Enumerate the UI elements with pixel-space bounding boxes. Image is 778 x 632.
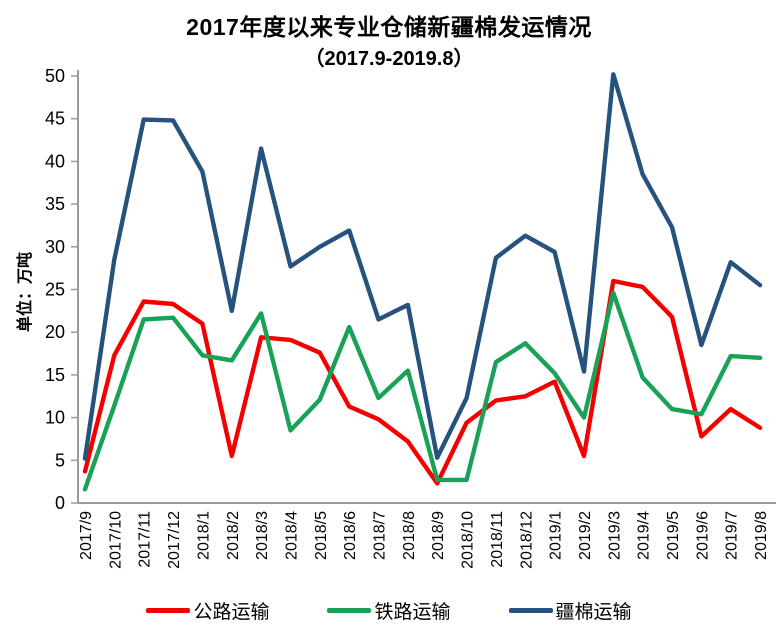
legend-item-xinjiang: 疆棉运输 [508,597,632,624]
x-axis-label: 2019/8 [753,511,770,560]
legend-swatch-road [146,608,191,613]
series-lines [82,72,763,492]
y-axis-ticks: 0 5 10 15 20 25 30 35 40 45 50 [45,66,78,513]
x-axis-labels: 2017/9 2017/10 2017/11 2017/12 2018/1 2018/2 2… [78,511,770,569]
legend-swatch-xinjiang [508,608,553,613]
y-tick-label: 45 [45,109,65,129]
x-axis-label: 2018/11 [489,511,506,568]
x-axis-label: 2018/3 [254,511,271,560]
x-axis-label: 2019/1 [548,511,565,560]
y-tick-label: 20 [45,322,65,342]
y-tick-label: 5 [55,450,65,470]
axis-lines [77,70,776,504]
legend-label-road: 公路运输 [193,602,270,623]
x-axis-label: 2019/2 [577,511,594,560]
x-axis-label: 2018/8 [401,511,418,560]
x-axis-label: 2019/3 [606,511,623,560]
x-axis-label: 2019/7 [724,511,741,560]
legend-label-xinjiang: 疆棉运输 [555,602,632,623]
x-axis-label: 2017/12 [166,511,183,569]
xinjiang-transport-line [82,72,763,461]
y-tick-label: 35 [45,194,65,214]
x-axis-label: 2018/4 [283,511,300,560]
x-axis-label: 2017/9 [78,511,95,560]
x-axis-label: 2017/10 [107,511,124,569]
x-axis-label: 2018/2 [225,511,242,560]
y-tick-label: 40 [45,151,65,171]
x-axis-label: 2018/1 [195,511,212,560]
legend-item-road: 公路运输 [146,597,269,624]
y-tick-label: 15 [45,365,65,385]
y-tick-label: 0 [55,493,65,513]
x-axis-label: 2019/6 [694,511,711,560]
x-axis-label: 2019/5 [665,511,682,560]
y-tick-label: 25 [45,280,65,300]
x-axis-label: 2018/10 [460,511,477,569]
y-tick-label: 10 [45,408,65,428]
legend: 公路运输 铁路运输 疆棉运输 [0,597,778,624]
x-axis-label: 2018/12 [518,511,535,569]
x-axis-label: 2018/7 [372,511,389,560]
legend-swatch-rail [327,608,372,613]
x-axis-label: 2018/6 [342,511,359,560]
chart-title: 2017年度以来专业仓储新疆棉发运情况 [186,14,592,40]
chart-subtitle: （2017.9-2019.8） [304,48,474,70]
y-tick-label: 30 [45,237,65,257]
road-transport-line [82,278,763,486]
legend-item-rail: 铁路运输 [327,597,451,624]
y-tick-label: 50 [45,66,65,86]
x-axis-label: 2019/4 [636,511,653,560]
rail-transport-line [82,290,763,492]
x-axis-label: 2018/5 [313,511,330,560]
x-axis-label: 2018/9 [430,511,447,560]
legend-label-rail: 铁路运输 [374,602,451,623]
x-axis-label: 2017/11 [137,511,154,568]
